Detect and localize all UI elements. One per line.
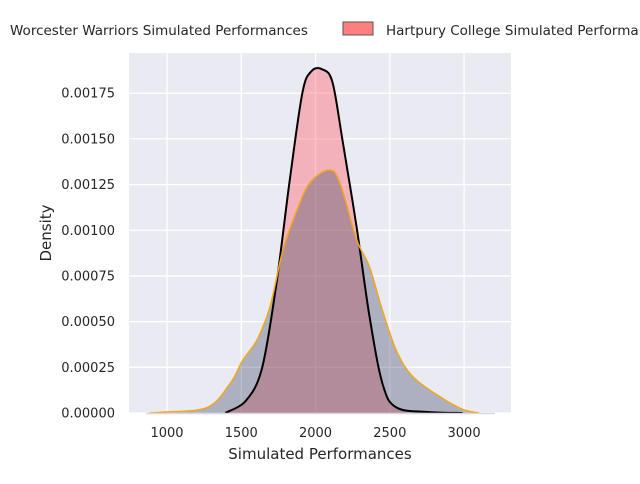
x-tick-label: 2000	[299, 426, 332, 441]
y-axis-label: Density	[37, 204, 55, 261]
y-tick-label: 0.00050	[61, 315, 115, 330]
y-tick-label: 0.00075	[61, 269, 115, 284]
legend-patch-hartpury	[342, 21, 374, 36]
grid-lines	[129, 53, 511, 414]
y-tick-label: 0.00175	[61, 87, 115, 102]
legend: Worcester Warriors Simulated Performance…	[10, 21, 639, 39]
x-tick-labels: 1000 1500 2000 2500 3000	[150, 426, 480, 441]
density-lines	[149, 67, 480, 414]
legend-label-hartpury: Hartpury College Simulated Performa	[386, 23, 639, 39]
y-tick-labels: 0.00000 0.00025 0.00050 0.00075 0.00100 0.001…	[61, 87, 115, 422]
x-tick-label: 1500	[225, 426, 258, 441]
density-line-hartpury	[224, 67, 463, 414]
y-tick-label: 0.00025	[61, 361, 115, 376]
x-tick-label: 2500	[373, 426, 406, 441]
x-axis-label: Simulated Performances	[228, 445, 412, 463]
y-tick-label: 0.00100	[61, 224, 115, 239]
y-tick-label: 0.00125	[61, 178, 115, 193]
y-tick-label: 0.00000	[61, 407, 115, 422]
plot-background	[129, 53, 511, 413]
x-tick-label: 3000	[448, 426, 481, 441]
density-fill-hartpury	[225, 68, 463, 413]
density-line-worcester	[149, 169, 480, 414]
x-tick-label: 1000	[150, 426, 183, 441]
y-tick-label: 0.00150	[61, 132, 115, 147]
legend-label-worcester: Worcester Warriors Simulated Performance…	[10, 23, 308, 39]
